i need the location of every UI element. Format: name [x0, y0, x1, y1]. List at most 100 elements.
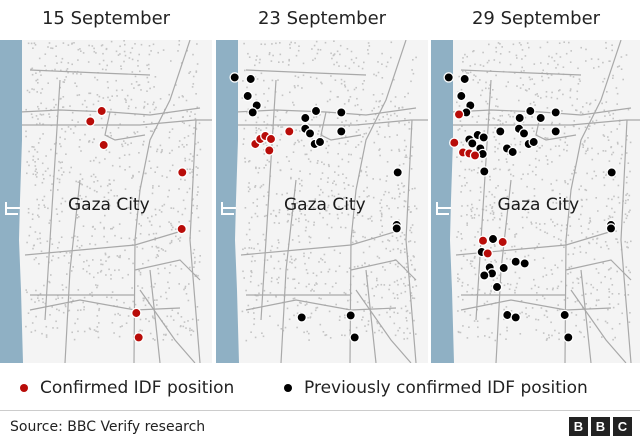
urban-texture [138, 223, 140, 225]
urban-texture [494, 339, 497, 342]
urban-texture [69, 251, 71, 254]
urban-texture [590, 58, 593, 60]
urban-texture [533, 83, 536, 85]
urban-texture [518, 99, 520, 102]
urban-texture [357, 65, 360, 68]
urban-texture [552, 201, 554, 204]
urban-texture [573, 169, 575, 172]
urban-texture [536, 150, 538, 152]
urban-texture [379, 233, 381, 236]
urban-texture [629, 141, 632, 144]
urban-texture [179, 240, 181, 242]
urban-texture [165, 291, 167, 294]
urban-texture [611, 207, 613, 210]
urban-texture [490, 246, 492, 249]
urban-texture [193, 127, 195, 129]
urban-texture [48, 222, 50, 224]
urban-texture [175, 84, 177, 86]
urban-texture [329, 337, 332, 339]
urban-texture [146, 103, 149, 105]
urban-texture [31, 73, 34, 76]
urban-texture [183, 321, 186, 323]
urban-texture [106, 296, 108, 298]
urban-texture [493, 168, 495, 170]
urban-texture [271, 245, 273, 248]
urban-texture [315, 116, 318, 118]
urban-texture [157, 267, 159, 270]
confirmed-idf-position-dot [177, 167, 188, 178]
urban-texture [459, 120, 462, 122]
urban-texture [627, 294, 630, 296]
urban-texture [503, 308, 505, 311]
urban-texture [244, 161, 247, 163]
urban-texture [611, 284, 614, 286]
urban-texture [478, 199, 481, 201]
urban-texture [404, 200, 407, 203]
previous-idf-position-dot [535, 112, 546, 124]
urban-texture [336, 50, 339, 53]
urban-texture [262, 335, 265, 338]
urban-texture [42, 301, 44, 304]
urban-texture [389, 308, 391, 311]
urban-texture [350, 50, 353, 53]
urban-texture [315, 274, 318, 277]
urban-texture [535, 318, 537, 321]
urban-texture [338, 65, 340, 67]
urban-texture [358, 114, 361, 117]
urban-texture [309, 241, 311, 244]
urban-texture [361, 264, 363, 267]
urban-texture [347, 213, 350, 216]
urban-texture [362, 235, 364, 238]
urban-texture [264, 106, 266, 109]
urban-texture [38, 216, 40, 218]
urban-texture [468, 168, 471, 171]
urban-texture [495, 105, 497, 107]
urban-texture [112, 226, 115, 229]
urban-texture [628, 211, 630, 213]
urban-texture [371, 109, 373, 112]
urban-texture [314, 57, 316, 60]
urban-texture [468, 326, 470, 328]
urban-texture [527, 254, 530, 257]
urban-texture [462, 255, 465, 257]
urban-texture [457, 330, 460, 333]
urban-texture [512, 205, 515, 207]
urban-texture [301, 184, 303, 187]
urban-texture [170, 60, 172, 62]
urban-texture [593, 258, 596, 261]
urban-texture [152, 338, 154, 340]
urban-texture [44, 170, 47, 172]
road [64, 179, 81, 363]
urban-texture [34, 231, 37, 233]
urban-texture [528, 88, 530, 90]
urban-texture [71, 236, 73, 239]
urban-texture [299, 301, 301, 304]
urban-texture [46, 240, 49, 243]
urban-texture [518, 42, 521, 44]
urban-texture [34, 165, 37, 167]
urban-texture [103, 227, 105, 230]
urban-texture [610, 131, 613, 133]
urban-texture [343, 80, 346, 83]
urban-texture [60, 69, 62, 72]
urban-texture [290, 258, 293, 261]
urban-texture [576, 299, 579, 302]
urban-texture [277, 161, 279, 164]
urban-texture [293, 314, 295, 317]
urban-texture [538, 243, 540, 245]
urban-texture [315, 40, 318, 43]
urban-texture [85, 106, 88, 108]
urban-texture [471, 203, 473, 206]
urban-texture [474, 273, 477, 276]
urban-texture [124, 169, 126, 171]
urban-texture [91, 291, 93, 294]
urban-texture [509, 63, 512, 66]
urban-texture [316, 283, 318, 285]
urban-texture [332, 54, 335, 57]
urban-texture [365, 120, 367, 122]
urban-texture [313, 44, 316, 47]
urban-texture [476, 320, 479, 322]
urban-texture [114, 234, 116, 237]
urban-texture [606, 91, 608, 93]
previous-idf-position-dot [310, 105, 322, 117]
